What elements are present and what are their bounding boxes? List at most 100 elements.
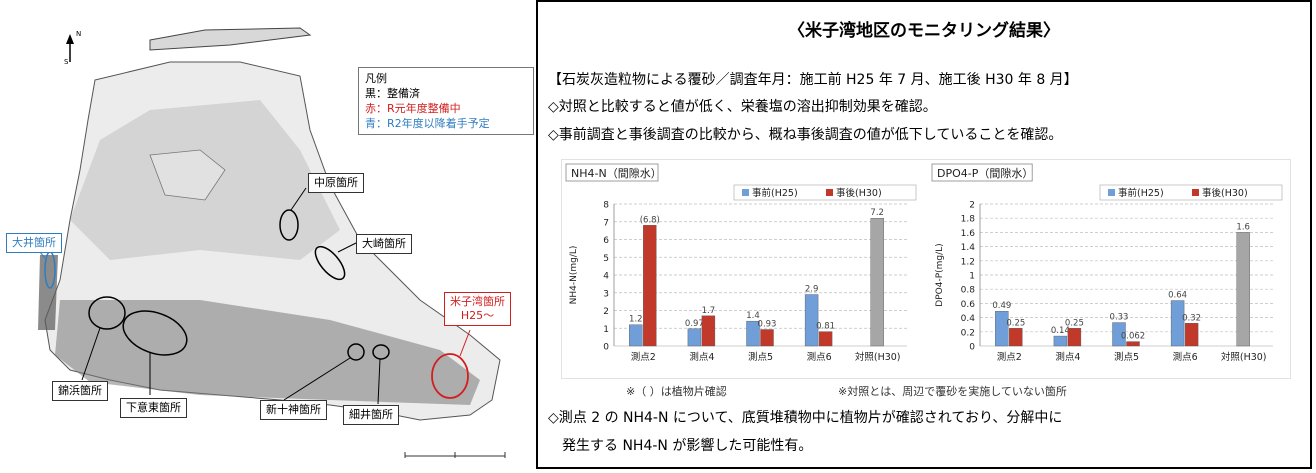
- y-tick-label: 1.6: [961, 229, 976, 239]
- scale-bar: [404, 452, 506, 458]
- data-label: 0.93: [758, 319, 777, 329]
- data-label: 0.49: [992, 301, 1011, 311]
- data-label: (6.8): [640, 215, 660, 225]
- bar: [804, 294, 819, 347]
- legend-label: 事後(H30): [1202, 187, 1248, 199]
- y-tick-label: 3: [603, 289, 609, 299]
- label-hosoi: 細井箇所: [343, 405, 399, 425]
- data-label: 0.33: [1110, 313, 1129, 323]
- label-nakahara: 中原箇所: [308, 173, 364, 193]
- bar: [1053, 335, 1068, 347]
- survey-info-line: 【石炭灰造粒物による覆砂／調査年月：施工前 H25 年 7 月、施工後 H30 …: [548, 72, 1078, 88]
- data-label: 0.25: [1065, 318, 1084, 328]
- y-tick-label: 6: [603, 236, 609, 246]
- x-tick-label: 測点2: [631, 351, 656, 363]
- bar: [687, 328, 702, 347]
- x-tick-label: 測点5: [748, 351, 773, 363]
- conclusion-line-2: 発生する NH4-N が影響した可能性有。: [548, 438, 813, 454]
- label-kinhama: 錦浜箇所: [52, 381, 108, 401]
- chart-title: NH4-N（間隙水）: [571, 166, 662, 180]
- data-label: 0.25: [1006, 318, 1025, 328]
- y-tick-label: 0.6: [961, 300, 976, 310]
- chart-title-box: [931, 163, 1033, 182]
- data-label: 2.9: [805, 285, 819, 295]
- finding-line-1: ◇対照と比較すると値が低く、栄養塩の溶出抑制効果を確認。: [548, 99, 937, 115]
- label-yonago-year: H25～: [460, 309, 495, 322]
- bar: [1112, 322, 1126, 347]
- x-tick-label: 測点4: [1055, 351, 1080, 363]
- chart-title-box: [565, 163, 659, 182]
- y-tick-label: 1: [969, 272, 975, 282]
- y-tick-label: 0.2: [961, 328, 975, 338]
- label-shinjujin: 新十神箇所: [260, 400, 327, 420]
- y-tick-label: 8: [603, 201, 609, 211]
- bar: [701, 315, 716, 347]
- legend-swatch: [1108, 189, 1115, 196]
- bar: [1126, 341, 1140, 347]
- bar: [643, 225, 657, 347]
- y-tick-label: 1.2: [961, 257, 975, 267]
- y-tick-label: 1.4: [961, 243, 976, 253]
- legend-box: [1099, 184, 1283, 201]
- hosoi-site-marker: [372, 344, 390, 360]
- yonago-site-marker: [431, 353, 469, 399]
- legend-blue: 青：R2年度以降着手予定: [365, 117, 490, 130]
- chart-title: DPO4-P（間隙水）: [937, 166, 1033, 180]
- conclusion-line-1: ◇測点 2 の NH4-N について、底質堆積物中に植物片が確認されており、分解…: [548, 410, 1063, 426]
- y-tick-label: 5: [603, 254, 609, 264]
- kinhama-site-marker: [88, 296, 126, 330]
- map-panel: N S: [0, 0, 534, 473]
- y-axis-label: DPO4-P(mg/L): [935, 243, 945, 306]
- shinjujin-site-marker: [347, 343, 365, 361]
- y-tick-label: 1.8: [961, 215, 976, 225]
- x-tick-label: 対照(H30): [855, 351, 901, 363]
- data-label: 0.062: [1121, 332, 1145, 342]
- data-label: 0.81: [816, 322, 835, 332]
- bar: [1067, 328, 1082, 347]
- y-tick-label: 0: [969, 343, 975, 353]
- chart-box: NH4-N（間隙水） 事前(H25) 事後(H30) 0 1 2 3 4 5 6 7 8 NH4-N(m…: [562, 160, 1290, 378]
- legend-label: 事後(H30): [836, 187, 882, 199]
- legend-swatch: [742, 189, 749, 196]
- bar: [746, 320, 760, 347]
- bar: [870, 218, 884, 347]
- bar: [760, 329, 774, 347]
- shimoikuto-site-marker: [122, 310, 188, 356]
- finding-line-2: ◇事前調査と事後調査の比較から、概ね事後調査の値が低下していることを確認。: [548, 127, 1063, 143]
- y-tick-label: 7: [603, 218, 609, 228]
- x-tick-label: 測点6: [807, 351, 832, 363]
- bar: [629, 324, 643, 347]
- legend-label: 事前(H25): [752, 187, 798, 199]
- x-tick-label: 測点6: [1173, 351, 1198, 363]
- label-shimoikuto: 下意東箇所: [120, 398, 187, 418]
- legend-black: 黒：整備済: [365, 87, 420, 100]
- y-tick-label: 4: [603, 272, 609, 282]
- y-tick-label: 0.4: [961, 314, 976, 324]
- north-arrow-icon: N S: [64, 30, 81, 66]
- data-label: 0.64: [1168, 291, 1187, 301]
- y-tick-label: 2: [603, 307, 609, 317]
- legend-red: 赤：R元年度整備中: [365, 102, 461, 115]
- y-tick-label: 1: [603, 325, 609, 335]
- nh4-chart: NH4-N（間隙水） 事前(H25) 事後(H30) 0 1 2 3 4 5 6 7 8 NH4-N(m…: [565, 163, 917, 363]
- data-label: 0.14: [1051, 326, 1070, 336]
- legend-title: 凡例: [365, 72, 387, 85]
- x-tick-label: 測点4: [689, 351, 714, 363]
- y-tick-label: 2: [969, 201, 975, 211]
- svg-text:N: N: [76, 30, 81, 38]
- nakahara-site-marker: [279, 209, 299, 241]
- coastline-map: N S: [29, 27, 506, 458]
- osaki-site-marker: [314, 245, 346, 281]
- y-tick-label: 0.8: [961, 286, 976, 296]
- bar: [1009, 328, 1023, 347]
- monitoring-results-panel: 〈米子湾地区のモニタリング結果〉 【石炭灰造粒物による覆砂／調査年月：施工前 H…: [536, 0, 1312, 469]
- data-label: 1.7: [702, 306, 716, 316]
- land-mass: [38, 27, 501, 421]
- legend-label: 事前(H25): [1118, 187, 1164, 199]
- data-label: 0.97: [685, 319, 704, 329]
- legend-swatch: [1192, 189, 1199, 196]
- bar: [1184, 323, 1199, 347]
- data-label: 0.32: [1182, 313, 1201, 323]
- results-title: 〈米子湾地区のモニタリング結果〉: [788, 21, 1060, 41]
- label-osaki: 大崎箇所: [356, 234, 412, 254]
